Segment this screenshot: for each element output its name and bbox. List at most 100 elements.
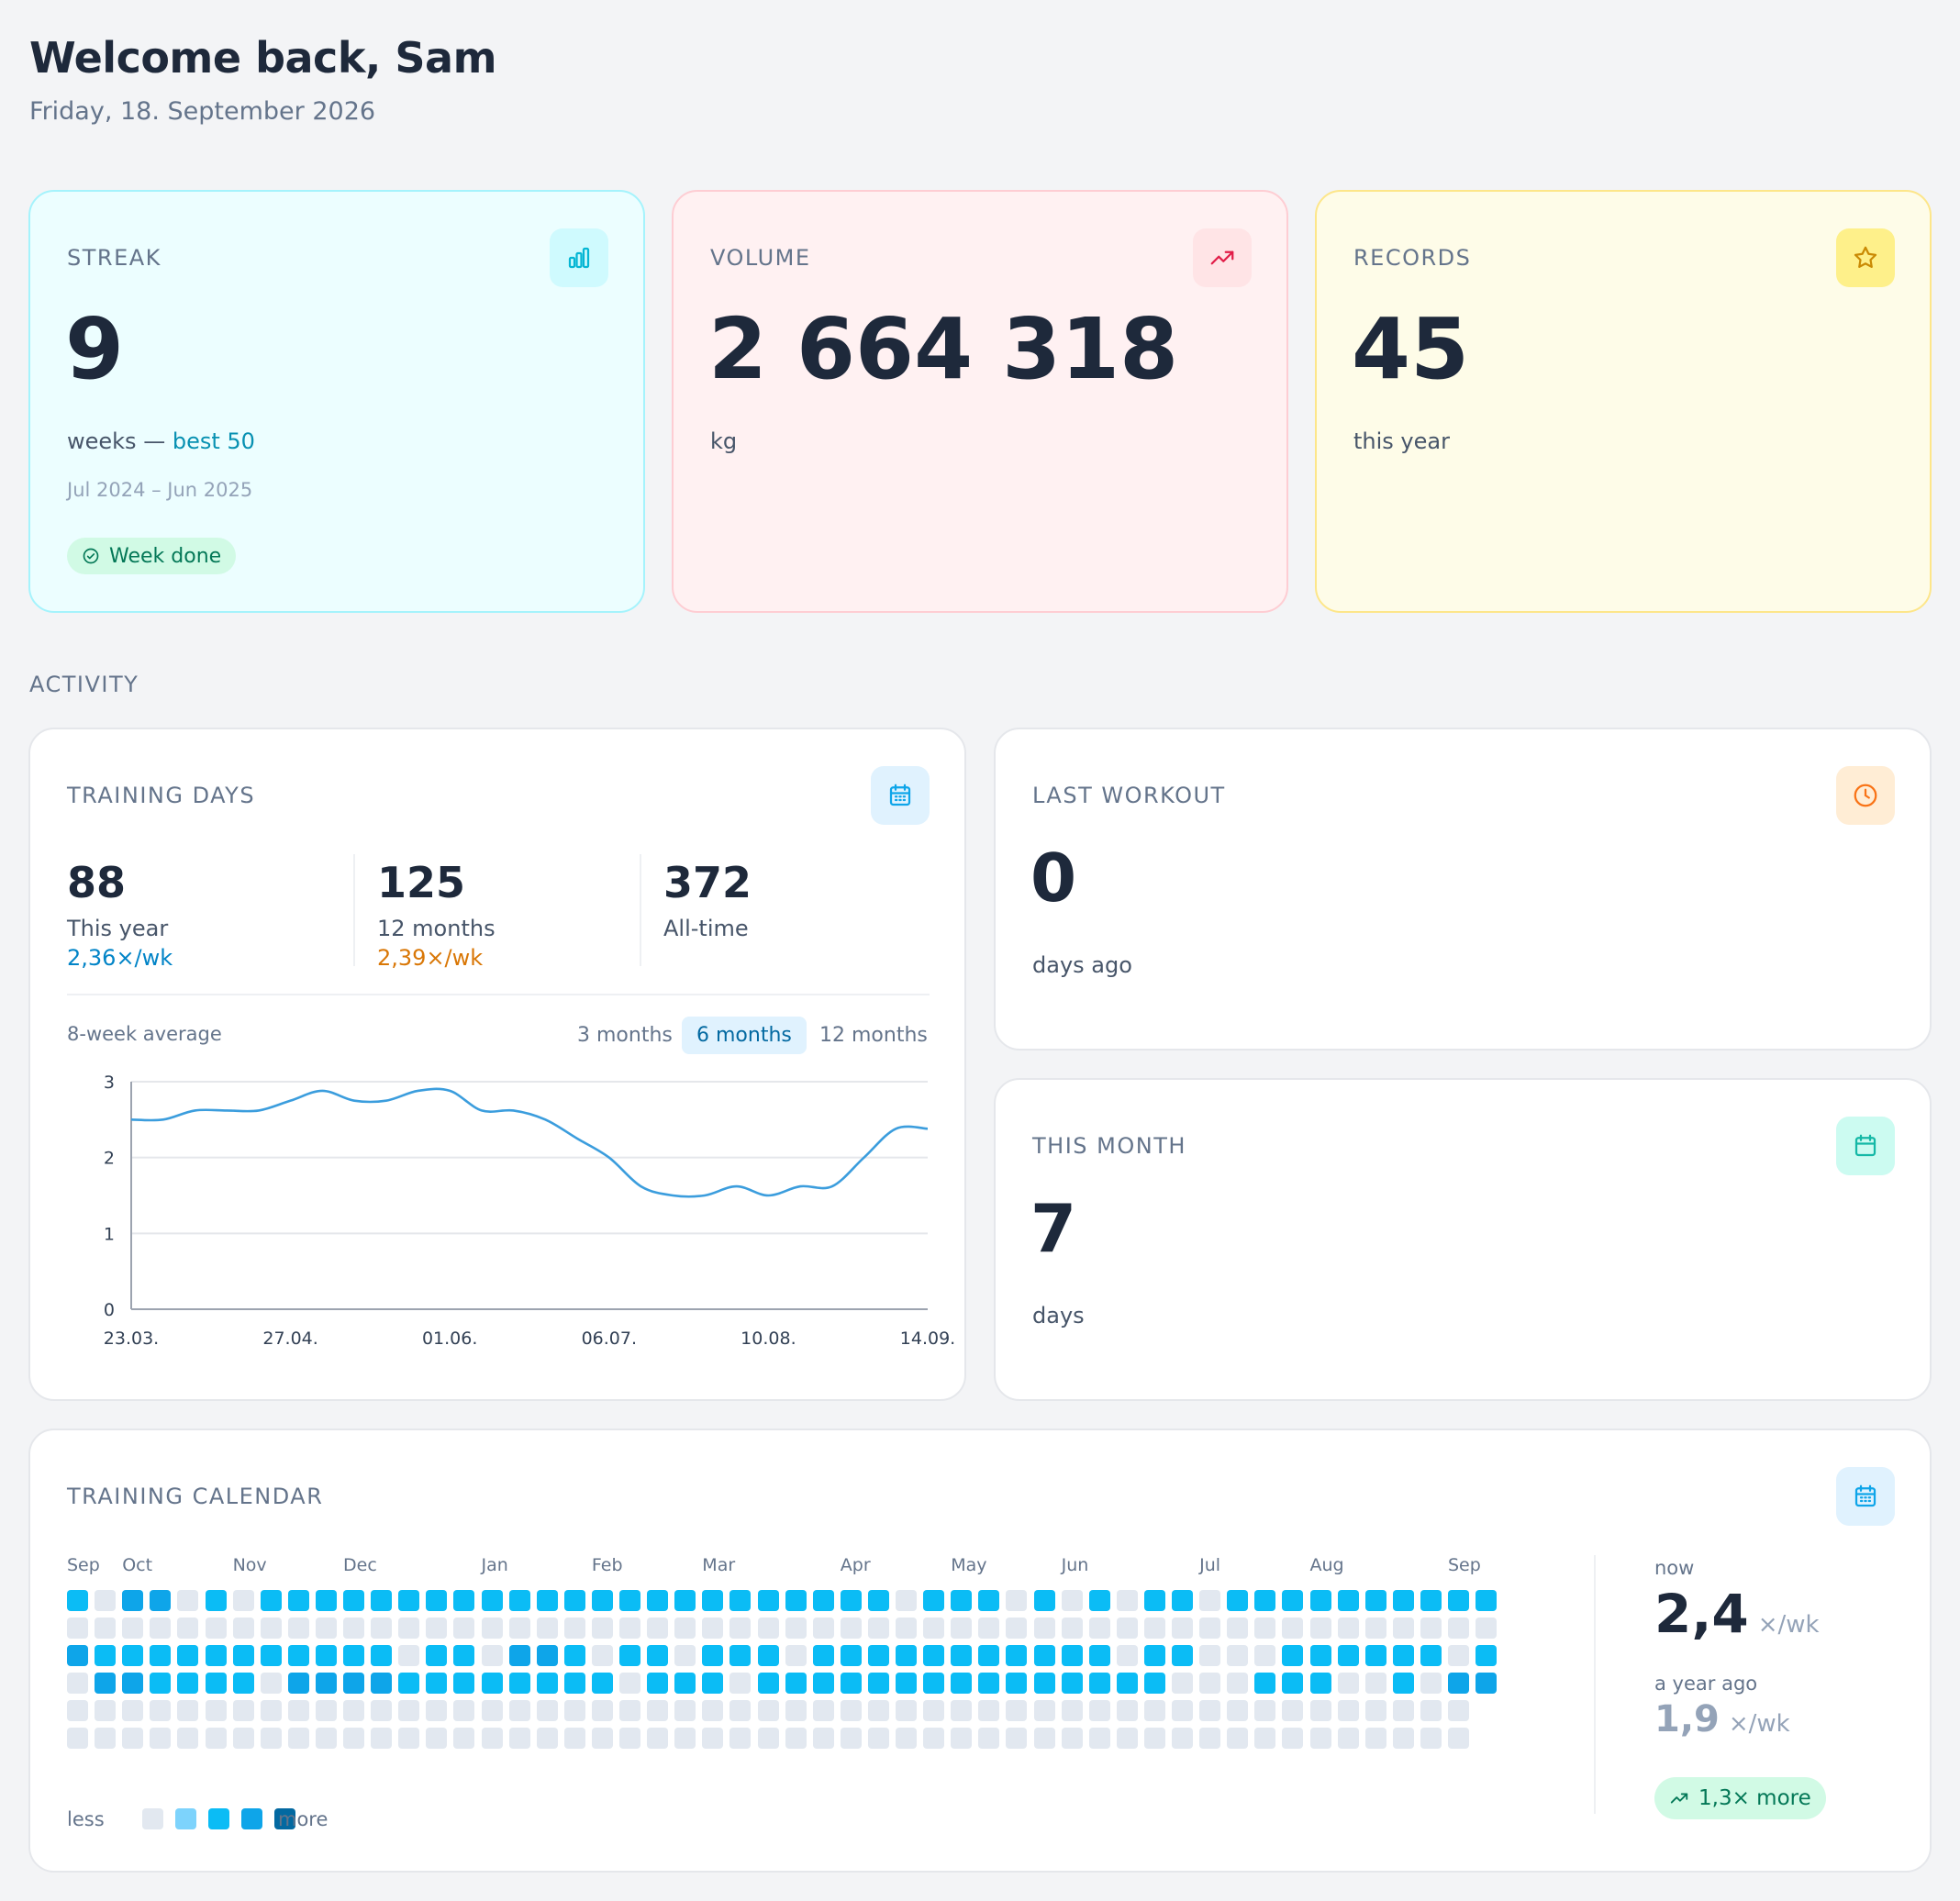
calendar-day-cell[interactable] — [1364, 1645, 1386, 1666]
calendar-day-cell[interactable] — [896, 1728, 917, 1749]
calendar-day-cell[interactable] — [840, 1673, 862, 1694]
calendar-day-cell[interactable] — [95, 1645, 117, 1666]
calendar-day-cell[interactable] — [453, 1673, 475, 1694]
calendar-day-cell[interactable] — [1254, 1645, 1276, 1666]
calendar-day-cell[interactable] — [67, 1618, 88, 1639]
calendar-day-cell[interactable] — [481, 1700, 503, 1721]
calendar-day-cell[interactable] — [205, 1618, 227, 1639]
calendar-day-cell[interactable] — [923, 1728, 945, 1749]
calendar-day-cell[interactable] — [757, 1700, 779, 1721]
streak-card[interactable]: STREAK 9 weeks — best 50 Jul 2024 – Jun … — [28, 190, 645, 613]
calendar-day-cell[interactable] — [1116, 1673, 1138, 1694]
calendar-day-cell[interactable] — [591, 1618, 613, 1639]
calendar-day-cell[interactable] — [1420, 1673, 1442, 1694]
calendar-day-cell[interactable] — [785, 1590, 807, 1611]
calendar-day-cell[interactable] — [260, 1590, 282, 1611]
calendar-day-cell[interactable] — [757, 1645, 779, 1666]
calendar-day-cell[interactable] — [563, 1645, 585, 1666]
range-12-months-button[interactable]: 12 months — [819, 1024, 928, 1047]
calendar-day-cell[interactable] — [536, 1673, 558, 1694]
calendar-day-cell[interactable] — [1309, 1590, 1331, 1611]
calendar-day-cell[interactable] — [702, 1673, 724, 1694]
calendar-day-cell[interactable] — [398, 1645, 420, 1666]
calendar-day-cell[interactable] — [563, 1673, 585, 1694]
calendar-day-cell[interactable] — [867, 1673, 889, 1694]
calendar-day-cell[interactable] — [674, 1645, 696, 1666]
calendar-day-cell[interactable] — [1088, 1728, 1110, 1749]
calendar-day-cell[interactable] — [1420, 1700, 1442, 1721]
calendar-day-cell[interactable] — [95, 1590, 117, 1611]
calendar-day-cell[interactable] — [1227, 1618, 1249, 1639]
calendar-day-cell[interactable] — [67, 1590, 88, 1611]
calendar-day-cell[interactable] — [1227, 1590, 1249, 1611]
calendar-day-cell[interactable] — [1282, 1673, 1304, 1694]
calendar-day-cell[interactable] — [923, 1673, 945, 1694]
calendar-day-cell[interactable] — [923, 1618, 945, 1639]
calendar-day-cell[interactable] — [1088, 1645, 1110, 1666]
calendar-day-cell[interactable] — [867, 1645, 889, 1666]
calendar-day-cell[interactable] — [1476, 1590, 1498, 1611]
calendar-day-cell[interactable] — [1033, 1618, 1055, 1639]
calendar-day-cell[interactable] — [647, 1618, 669, 1639]
calendar-day-cell[interactable] — [812, 1645, 834, 1666]
calendar-day-cell[interactable] — [536, 1590, 558, 1611]
calendar-day-cell[interactable] — [343, 1645, 364, 1666]
calendar-day-cell[interactable] — [315, 1645, 337, 1666]
calendar-day-cell[interactable] — [398, 1618, 420, 1639]
calendar-day-cell[interactable] — [1227, 1673, 1249, 1694]
calendar-day-cell[interactable] — [1116, 1618, 1138, 1639]
calendar-day-cell[interactable] — [398, 1590, 420, 1611]
calendar-day-cell[interactable] — [508, 1728, 530, 1749]
calendar-day-cell[interactable] — [232, 1700, 254, 1721]
calendar-day-cell[interactable] — [1448, 1645, 1469, 1666]
calendar-day-cell[interactable] — [1088, 1590, 1110, 1611]
calendar-day-cell[interactable] — [232, 1728, 254, 1749]
calendar-day-cell[interactable] — [1227, 1728, 1249, 1749]
calendar-day-cell[interactable] — [1337, 1590, 1359, 1611]
calendar-day-cell[interactable] — [122, 1700, 144, 1721]
calendar-day-cell[interactable] — [1199, 1645, 1221, 1666]
calendar-day-cell[interactable] — [426, 1673, 448, 1694]
calendar-day-cell[interactable] — [951, 1700, 973, 1721]
calendar-day-cell[interactable] — [536, 1618, 558, 1639]
calendar-day-cell[interactable] — [702, 1700, 724, 1721]
calendar-day-cell[interactable] — [619, 1700, 640, 1721]
calendar-day-cell[interactable] — [287, 1618, 309, 1639]
calendar-day-cell[interactable] — [177, 1618, 199, 1639]
calendar-day-cell[interactable] — [785, 1673, 807, 1694]
calendar-day-cell[interactable] — [260, 1618, 282, 1639]
calendar-day-cell[interactable] — [1364, 1673, 1386, 1694]
calendar-day-cell[interactable] — [315, 1700, 337, 1721]
calendar-day-cell[interactable] — [371, 1590, 393, 1611]
volume-card[interactable]: VOLUME 2 664 318 kg — [672, 190, 1288, 613]
calendar-day-cell[interactable] — [315, 1590, 337, 1611]
calendar-day-cell[interactable] — [67, 1673, 88, 1694]
calendar-day-cell[interactable] — [343, 1590, 364, 1611]
calendar-day-cell[interactable] — [729, 1618, 752, 1639]
calendar-day-cell[interactable] — [1172, 1700, 1193, 1721]
calendar-day-cell[interactable] — [757, 1590, 779, 1611]
calendar-day-cell[interactable] — [1309, 1728, 1331, 1749]
calendar-day-cell[interactable] — [702, 1645, 724, 1666]
calendar-day-cell[interactable] — [867, 1618, 889, 1639]
calendar-day-cell[interactable] — [1392, 1700, 1414, 1721]
calendar-day-cell[interactable] — [619, 1618, 640, 1639]
calendar-day-cell[interactable] — [1309, 1645, 1331, 1666]
calendar-day-cell[interactable] — [729, 1645, 752, 1666]
calendar-day-cell[interactable] — [1309, 1618, 1331, 1639]
calendar-day-cell[interactable] — [591, 1673, 613, 1694]
calendar-day-cell[interactable] — [978, 1645, 1000, 1666]
calendar-day-cell[interactable] — [1006, 1700, 1028, 1721]
calendar-day-cell[interactable] — [481, 1590, 503, 1611]
calendar-day-cell[interactable] — [647, 1645, 669, 1666]
calendar-day-cell[interactable] — [951, 1618, 973, 1639]
calendar-day-cell[interactable] — [1061, 1645, 1083, 1666]
calendar-day-cell[interactable] — [812, 1673, 834, 1694]
calendar-day-cell[interactable] — [1116, 1590, 1138, 1611]
last-workout-card[interactable]: LAST WORKOUT 0 days ago — [994, 728, 1932, 1051]
calendar-day-cell[interactable] — [1088, 1618, 1110, 1639]
calendar-day-cell[interactable] — [1282, 1728, 1304, 1749]
calendar-day-cell[interactable] — [923, 1700, 945, 1721]
calendar-day-cell[interactable] — [1476, 1618, 1498, 1639]
calendar-day-cell[interactable] — [840, 1590, 862, 1611]
